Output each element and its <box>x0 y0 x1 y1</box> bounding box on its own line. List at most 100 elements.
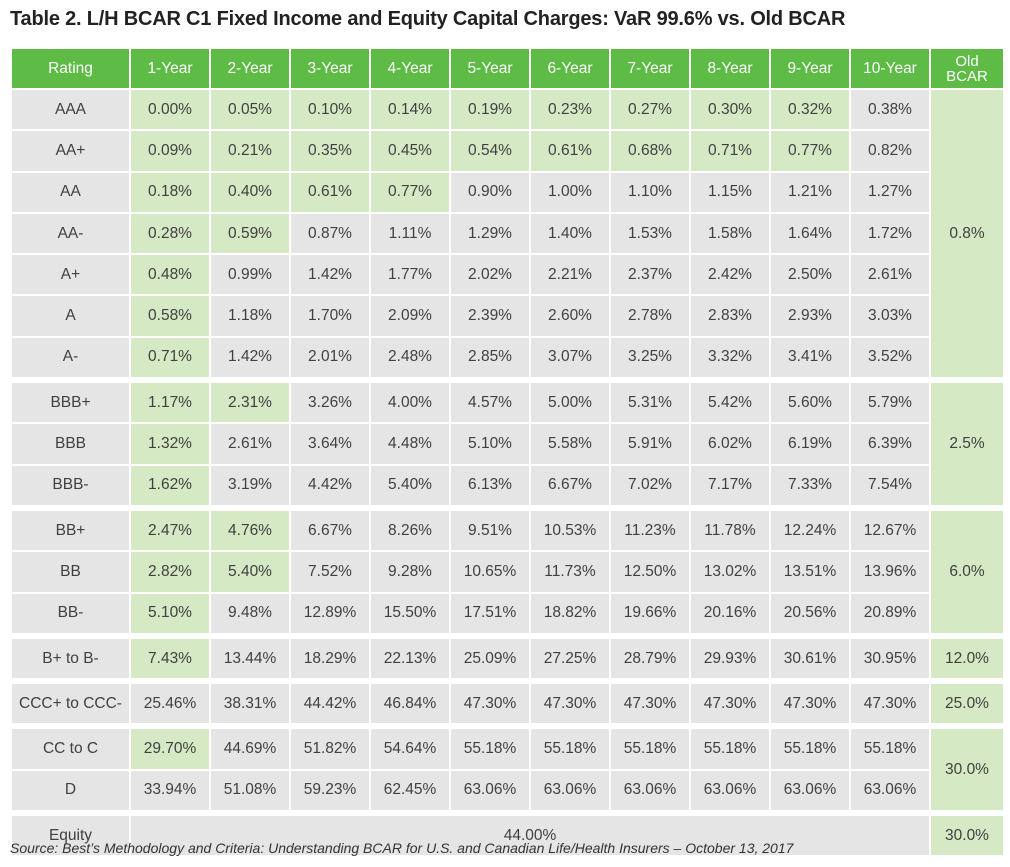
group-separator <box>12 635 1003 637</box>
value-cell: 1.15% <box>691 172 769 212</box>
group-separator <box>12 379 1003 381</box>
value-cell: 10.65% <box>451 552 529 592</box>
table-row: CC to C 29.70% 44.69% 51.82% 54.64% 55.18% 55.… <box>12 729 1003 811</box>
value-cell: 62.45% <box>371 770 449 811</box>
value-cell: 5.42% <box>691 383 769 423</box>
value-cell: 1.17% <box>131 383 209 423</box>
value-cell: 0.71% <box>131 337 209 378</box>
value-cell: 29.93% <box>691 638 769 679</box>
value-cell: 0.77% <box>371 172 449 212</box>
separator-cell <box>12 725 1003 727</box>
value-cell: 2.09% <box>371 296 449 336</box>
source-note: Source: Best’s Methodology and Criteria:… <box>10 840 794 856</box>
value-cell: 0.30% <box>691 90 769 130</box>
rating-cell: AA+ <box>12 131 129 171</box>
value-cell: 55.18% <box>851 729 929 769</box>
value-cell: 47.30% <box>691 684 769 724</box>
value-cell: 2.47% <box>131 510 209 551</box>
value-cell: 55.18% <box>451 729 529 769</box>
value-cell: 4.57% <box>451 383 529 423</box>
value-cell: 2.21% <box>531 255 609 295</box>
table-row: BBB 1.32% 2.61% 3.64% 4.48% 5.10% 5.58% 5.91% 6.… <box>12 424 1003 464</box>
value-cell: 6.13% <box>451 465 529 505</box>
value-cell: 2.78% <box>611 296 689 336</box>
value-cell: 1.42% <box>291 255 369 295</box>
value-cell: 3.41% <box>771 337 849 378</box>
value-cell: 20.56% <box>771 593 849 633</box>
value-cell: 9.48% <box>211 593 289 633</box>
value-cell: 55.18% <box>611 729 689 769</box>
capital-charges-table: Rating 1-Year 2-Year 3-Year 4-Year 5-Yea… <box>10 47 1005 857</box>
value-cell: 44.69% <box>211 729 289 769</box>
value-cell: 63.06% <box>851 770 929 811</box>
value-cell: 47.30% <box>851 684 929 724</box>
value-cell: 0.48% <box>131 255 209 295</box>
value-cell: 3.32% <box>691 337 769 378</box>
value-cell: 6.67% <box>531 465 609 505</box>
value-cell: 5.40% <box>371 465 449 505</box>
table-row: CCC+ to CCC- 25.46% 38.31% 44.42% 46.84% 47.3… <box>12 684 1003 724</box>
value-cell: 28.79% <box>611 638 689 679</box>
value-cell: 3.26% <box>291 383 369 423</box>
value-cell: 0.23% <box>531 90 609 130</box>
separator-cell <box>12 680 1003 682</box>
value-cell: 5.40% <box>211 552 289 592</box>
value-cell: 0.18% <box>131 172 209 212</box>
value-cell: 2.37% <box>611 255 689 295</box>
value-cell: 3.03% <box>851 296 929 336</box>
value-cell: 3.07% <box>531 337 609 378</box>
value-cell: 5.79% <box>851 383 929 423</box>
equity-old-bcar-cell: 30.0% <box>931 816 1003 856</box>
value-cell: 0.71% <box>691 131 769 171</box>
separator-cell <box>12 507 1003 509</box>
equity-value-cell: 44.00% <box>131 816 929 856</box>
value-cell: 0.87% <box>291 213 369 254</box>
group-separator <box>12 507 1003 509</box>
value-cell: 5.10% <box>451 424 529 464</box>
value-cell: 1.70% <box>291 296 369 336</box>
value-cell: 0.32% <box>771 90 849 130</box>
value-cell: 6.67% <box>291 510 369 551</box>
value-cell: 0.35% <box>291 131 369 171</box>
rating-cell: BB <box>12 552 129 592</box>
value-cell: 0.05% <box>211 90 289 130</box>
rating-cell: AAA <box>12 90 129 130</box>
value-cell: 1.64% <box>771 213 849 254</box>
value-cell: 1.10% <box>611 172 689 212</box>
value-cell: 0.61% <box>291 172 369 212</box>
value-cell: 3.19% <box>211 465 289 505</box>
value-cell: 15.50% <box>371 593 449 633</box>
value-cell: 1.32% <box>131 424 209 464</box>
value-cell: 4.76% <box>211 510 289 551</box>
table-row: BB+ 2.47% 4.76% 6.67% 8.26% 9.51% 10.53% 11.23%… <box>12 510 1003 633</box>
header-year: 7-Year <box>611 49 689 88</box>
value-cell: 63.06% <box>771 770 849 811</box>
table-row: AA 0.18% 0.40% 0.61% 0.77% 0.90% 1.00% 1.10% 1.1… <box>12 172 1003 212</box>
value-cell: 1.27% <box>851 172 929 212</box>
value-cell: 20.89% <box>851 593 929 633</box>
value-cell: 11.78% <box>691 510 769 551</box>
value-cell: 63.06% <box>531 770 609 811</box>
value-cell: 10.53% <box>531 510 609 551</box>
value-cell: 1.18% <box>211 296 289 336</box>
table-row: BBB+ 1.17% 2.31% 3.26% 4.00% 4.57% 5.00% 5.31% 5… <box>12 383 1003 505</box>
value-cell: 30.61% <box>771 638 849 679</box>
value-cell: 27.25% <box>531 638 609 679</box>
value-cell: 0.45% <box>371 131 449 171</box>
rating-cell: BB+ <box>12 510 129 551</box>
value-cell: 18.29% <box>291 638 369 679</box>
value-cell: 0.10% <box>291 90 369 130</box>
value-cell: 5.00% <box>531 383 609 423</box>
table-row: BB- 5.10% 9.48% 12.89% 15.50% 17.51% 18.82% 19.… <box>12 593 1003 633</box>
value-cell: 0.58% <box>131 296 209 336</box>
value-cell: 1.58% <box>691 213 769 254</box>
value-cell: 55.18% <box>691 729 769 769</box>
separator-cell <box>12 379 1003 381</box>
table-row: D 33.94% 51.08% 59.23% 62.45% 63.06% 63.06% 63.… <box>12 770 1003 811</box>
old-bcar-cell: 25.0% <box>931 684 1003 724</box>
rating-cell: A- <box>12 337 129 378</box>
table-body: AAA 0.00% 0.05% 0.10% 0.14% 0.19% 0.23% 0.27% 0.… <box>12 90 1003 856</box>
value-cell: 2.48% <box>371 337 449 378</box>
rating-cell: BBB- <box>12 465 129 505</box>
header-year: 2-Year <box>211 49 289 88</box>
